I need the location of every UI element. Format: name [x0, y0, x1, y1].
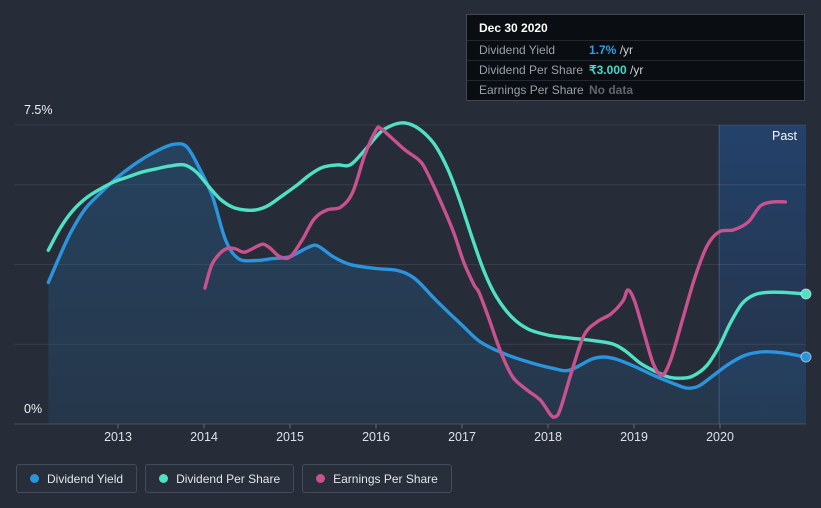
tooltip-row-dividend-yield: Dividend Yield 1.7% /yr	[467, 40, 804, 60]
end-dot-dividend-per-share	[800, 288, 812, 300]
past-band-label: Past	[771, 129, 797, 143]
legend-label: Earnings Per Share	[333, 471, 438, 486]
tooltip-date: Dec 30 2020	[479, 21, 548, 35]
tooltip-value-number: No data	[589, 83, 634, 97]
chart-tooltip: Dec 30 2020 Dividend Yield 1.7% /yr Divide…	[466, 14, 805, 101]
x-axis-label-2019: 2019	[620, 430, 648, 444]
legend-dot-icon	[159, 474, 169, 483]
series-line-earnings-per-share	[203, 125, 788, 419]
tooltip-row-value: ₹3.000 /yr	[589, 61, 643, 80]
y-axis-label-max: 7.5%	[24, 103, 53, 117]
series-area-dividend-yield	[48, 143, 807, 424]
series-line-dividend-yield	[46, 142, 808, 390]
legend-dot-icon	[30, 474, 39, 483]
y-axis-label-zero: 0%	[24, 402, 43, 416]
legend-dot-icon	[316, 474, 326, 483]
x-axis-label-2016: 2016	[362, 430, 390, 444]
x-axis-label-2017: 2017	[448, 430, 476, 444]
x-axis-label-2020: 2020	[706, 430, 734, 444]
legend-item-earnings-per-share[interactable]: Earnings Per Share	[302, 464, 452, 493]
x-axis-label-2014: 2014	[190, 430, 218, 444]
legend-item-dividend-per-share[interactable]: Dividend Per Share	[145, 464, 295, 493]
tooltip-row-value: No data	[589, 81, 633, 100]
legend-label: Dividend Per Share	[176, 471, 281, 486]
tooltip-row-label: Dividend Yield	[479, 43, 556, 57]
tooltip-value-suffix: /yr	[616, 43, 634, 57]
tooltip-row-label: Earnings Per Share	[479, 83, 584, 97]
legend-item-dividend-yield[interactable]: Dividend Yield	[16, 464, 138, 493]
tooltip-row-label: Dividend Per Share	[479, 63, 584, 77]
x-axis-label-2015: 2015	[276, 430, 304, 444]
x-axis-label-2018: 2018	[534, 430, 562, 444]
tooltip-value-number: ₹3.000	[589, 63, 627, 77]
tooltip-row-earnings-per-share: Earnings Per Share No data	[467, 80, 804, 100]
tooltip-row-dividend-per-share: Dividend Per Share ₹3.000 /yr	[467, 60, 804, 80]
x-axis-label-2013: 2013	[104, 430, 132, 444]
tooltip-value-suffix: /yr	[626, 63, 644, 77]
legend-label: Dividend Yield	[47, 471, 124, 486]
tooltip-rows: Dividend Yield 1.7% /yr Dividend Per Share…	[467, 40, 804, 100]
tooltip-row-value: 1.7% /yr	[589, 41, 633, 60]
end-dot-dividend-yield	[800, 351, 812, 363]
chart-legend: Dividend Yield Dividend Per Share Earnings…	[16, 464, 452, 493]
series-line-dividend-per-share	[46, 121, 808, 380]
tooltip-value-number: 1.7%	[589, 43, 617, 57]
